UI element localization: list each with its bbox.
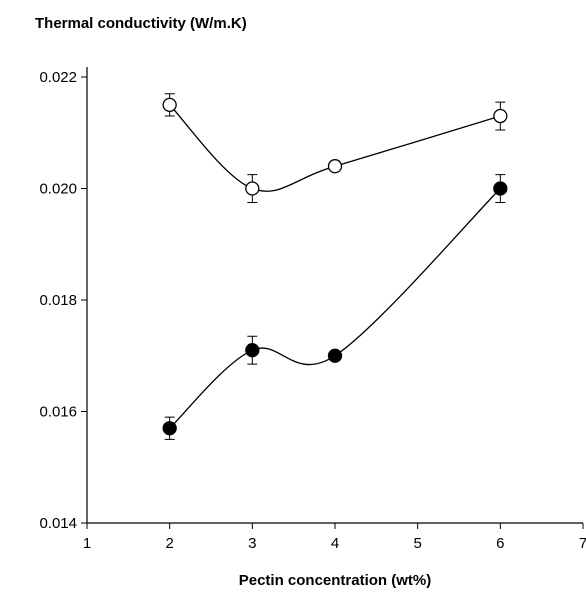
marker — [162, 421, 177, 436]
y-tick-label: 0.018 — [39, 292, 77, 309]
marker — [245, 343, 260, 358]
chart-title: Thermal conductivity (W/m.K) — [35, 15, 247, 32]
marker — [162, 97, 177, 113]
x-tick-label: 1 — [83, 535, 91, 552]
marker — [493, 181, 508, 196]
series-line — [169, 104, 501, 192]
marker — [245, 181, 260, 196]
y-tick-label: 0.014 — [39, 515, 77, 532]
marker — [327, 348, 343, 363]
marker — [493, 108, 508, 124]
y-tick-label: 0.022 — [39, 69, 77, 86]
series-line — [169, 188, 501, 429]
x-tick-label: 3 — [248, 535, 256, 552]
x-axis-label: Pectin concentration (wt%) — [239, 572, 432, 589]
x-tick-label: 2 — [165, 535, 173, 552]
x-tick-label: 6 — [496, 535, 504, 552]
y-tick-label: 0.016 — [39, 404, 77, 421]
x-tick-label: 4 — [331, 535, 339, 552]
marker — [327, 159, 343, 174]
x-tick-label: 7 — [579, 535, 586, 552]
y-tick-label: 0.020 — [39, 181, 77, 198]
x-tick-label: 5 — [413, 535, 421, 552]
